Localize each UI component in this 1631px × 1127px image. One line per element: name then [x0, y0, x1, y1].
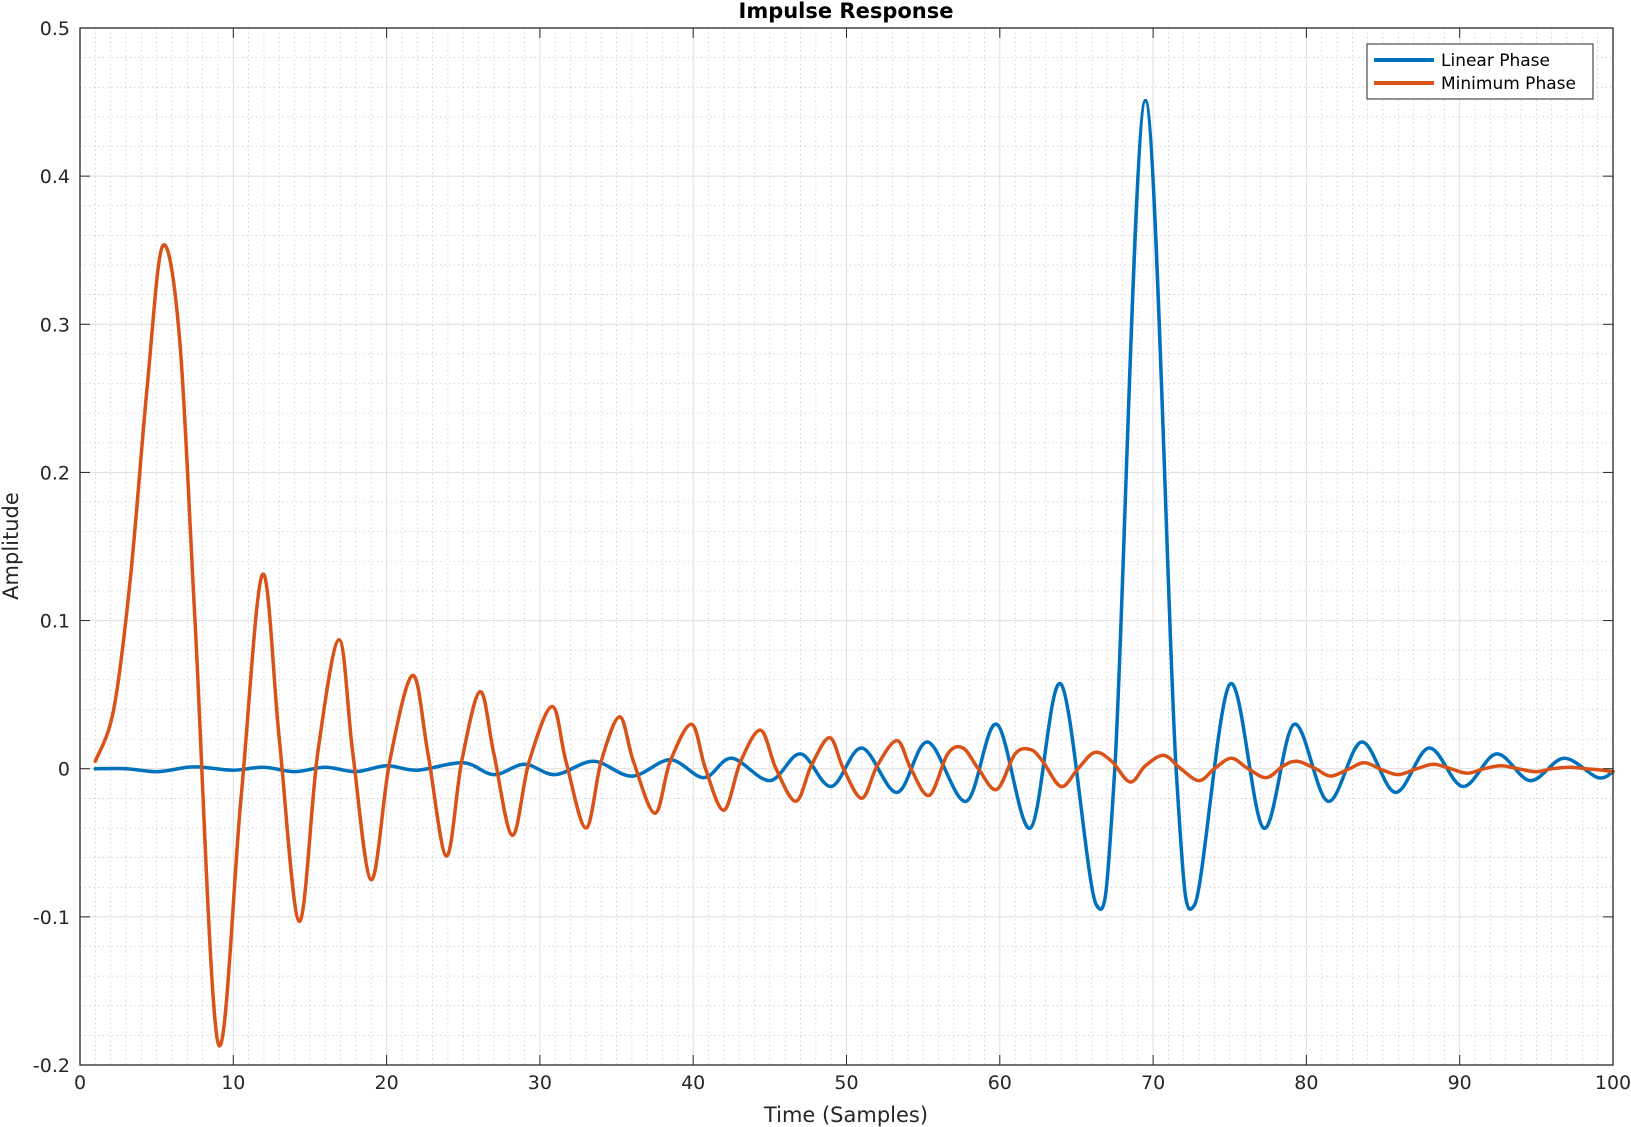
x-tick-label: 40	[681, 1072, 705, 1094]
y-tick-label: 0.3	[40, 314, 70, 336]
x-tick-label: 100	[1595, 1072, 1631, 1094]
x-tick-label: 20	[375, 1072, 399, 1094]
chart-title: Impulse Response	[739, 0, 954, 23]
tick-labels: 0 10 20 30 40 50 60 70 80 90 100 -0.2 -0.1 0 0.1 0.2 0.3…	[33, 18, 1631, 1094]
x-tick-label: 10	[221, 1072, 245, 1094]
y-tick-label: 0.2	[40, 462, 70, 484]
x-tick-label: 50	[834, 1072, 858, 1094]
tick-marks	[79, 27, 1614, 1066]
series-line-linear-phase	[93, 98, 1615, 911]
y-axis-title: Amplitude	[0, 492, 23, 600]
x-tick-label: 80	[1294, 1072, 1318, 1094]
y-tick-label: 0.5	[40, 18, 70, 40]
x-tick-label: 0	[74, 1072, 86, 1094]
legend-label-linear-phase: Linear Phase	[1441, 51, 1550, 71]
x-axis-title: Time (Samples)	[763, 1103, 928, 1127]
y-tick-label: -0.1	[33, 907, 70, 929]
series-layer	[93, 98, 1615, 1048]
series-line-minimum-phase	[93, 243, 1615, 1048]
y-tick-label: 0	[58, 759, 70, 781]
y-tick-label: -0.2	[33, 1055, 70, 1077]
legend-box	[1366, 43, 1594, 100]
x-tick-label: 90	[1448, 1072, 1472, 1094]
y-tick-label: 0.4	[40, 166, 70, 188]
x-tick-label: 60	[988, 1072, 1012, 1094]
y-tick-label: 0.1	[40, 611, 70, 633]
legend-label-minimum-phase: Minimum Phase	[1441, 74, 1576, 94]
legend: Linear Phase Minimum Phase	[1366, 43, 1594, 100]
x-tick-label: 30	[528, 1072, 552, 1094]
x-tick-label: 70	[1141, 1072, 1165, 1094]
